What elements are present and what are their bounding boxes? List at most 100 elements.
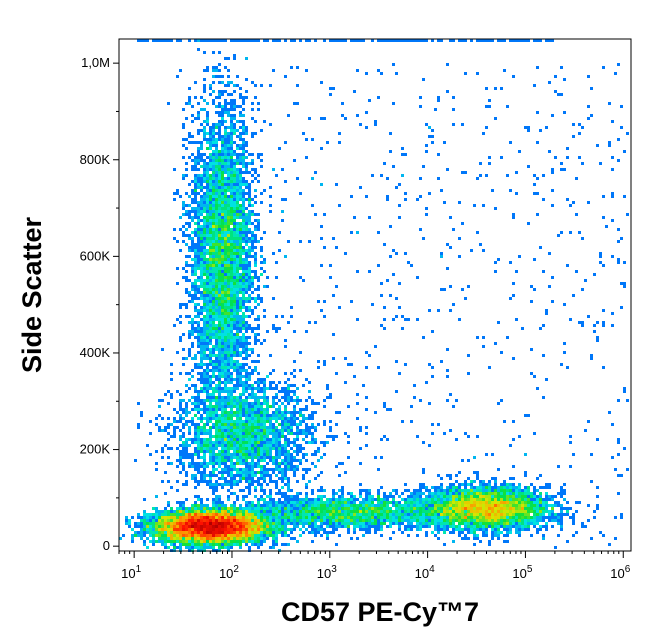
- density-cell: [269, 123, 272, 126]
- density-cell: [587, 315, 590, 318]
- density-cell: [203, 369, 206, 372]
- density-cell: [215, 423, 218, 426]
- density-cell: [257, 174, 260, 177]
- density-cell: [218, 477, 221, 480]
- density-cell: [509, 513, 512, 516]
- density-cell: [242, 213, 245, 216]
- density-cell: [572, 123, 575, 126]
- density-cell: [227, 390, 230, 393]
- density-cell: [479, 486, 482, 489]
- density-cell: [569, 204, 572, 207]
- density-cell: [215, 222, 218, 225]
- density-cell: [239, 153, 242, 156]
- density-cell: [428, 504, 431, 507]
- density-cell: [491, 453, 494, 456]
- density-cell: [539, 495, 542, 498]
- density-cell: [245, 453, 248, 456]
- density-cell: [317, 507, 320, 510]
- density-cell: [215, 225, 218, 228]
- density-cell: [461, 498, 464, 501]
- density-cell: [371, 39, 374, 42]
- density-cell: [215, 210, 218, 213]
- density-cell: [149, 453, 152, 456]
- density-cell: [203, 84, 206, 87]
- density-cell: [215, 168, 218, 171]
- density-cell: [449, 39, 452, 42]
- density-cell: [248, 408, 251, 411]
- density-cell: [194, 441, 197, 444]
- density-cell: [380, 507, 383, 510]
- density-cell: [275, 174, 278, 177]
- density-cell: [518, 483, 521, 486]
- density-cell: [236, 282, 239, 285]
- density-cell: [278, 417, 281, 420]
- density-cell: [260, 510, 263, 513]
- density-cell: [200, 339, 203, 342]
- density-cell: [458, 495, 461, 498]
- density-cell: [269, 438, 272, 441]
- density-cell: [239, 252, 242, 255]
- density-cell: [215, 273, 218, 276]
- density-cell: [215, 204, 218, 207]
- density-cell: [173, 192, 176, 195]
- density-cell: [218, 321, 221, 324]
- density-cell: [200, 399, 203, 402]
- density-cell: [527, 165, 530, 168]
- density-cell: [251, 483, 254, 486]
- density-cell: [413, 489, 416, 492]
- density-cell: [266, 510, 269, 513]
- density-cell: [197, 333, 200, 336]
- density-cell: [191, 441, 194, 444]
- density-cell: [200, 234, 203, 237]
- density-cell: [275, 516, 278, 519]
- density-cell: [272, 387, 275, 390]
- density-cell: [209, 282, 212, 285]
- density-cell: [293, 384, 296, 387]
- density-cell: [452, 483, 455, 486]
- density-cell: [389, 510, 392, 513]
- density-cell: [218, 153, 221, 156]
- density-cell: [194, 267, 197, 270]
- density-cell: [212, 273, 215, 276]
- density-cell: [224, 414, 227, 417]
- density-cell: [224, 132, 227, 135]
- density-cell: [251, 270, 254, 273]
- density-cell: [206, 396, 209, 399]
- density-cell: [218, 138, 221, 141]
- density-cell: [206, 174, 209, 177]
- density-cell: [344, 252, 347, 255]
- density-cell: [197, 186, 200, 189]
- density-cell: [221, 372, 224, 375]
- density-cell: [239, 264, 242, 267]
- density-cell: [221, 435, 224, 438]
- density-cell: [284, 420, 287, 423]
- density-cell: [551, 189, 554, 192]
- density-cell: [239, 315, 242, 318]
- density-cell: [464, 513, 467, 516]
- density-cell: [206, 465, 209, 468]
- density-cell: [221, 240, 224, 243]
- density-cell: [257, 372, 260, 375]
- density-cell: [242, 237, 245, 240]
- density-cell: [194, 162, 197, 165]
- density-cell: [233, 168, 236, 171]
- density-cell: [221, 423, 224, 426]
- density-cell: [284, 492, 287, 495]
- density-cell: [218, 246, 221, 249]
- density-cell: [248, 462, 251, 465]
- density-cell: [248, 393, 251, 396]
- density-cell: [215, 468, 218, 471]
- density-cell: [206, 282, 209, 285]
- density-cell: [233, 477, 236, 480]
- density-cell: [389, 501, 392, 504]
- density-cell: [242, 306, 245, 309]
- density-cell: [416, 504, 419, 507]
- density-cell: [386, 501, 389, 504]
- density-cell: [623, 390, 626, 393]
- density-cell: [530, 483, 533, 486]
- density-cell: [233, 108, 236, 111]
- density-cell: [203, 252, 206, 255]
- density-cell: [242, 297, 245, 300]
- density-cell: [221, 258, 224, 261]
- density-cell: [272, 510, 275, 513]
